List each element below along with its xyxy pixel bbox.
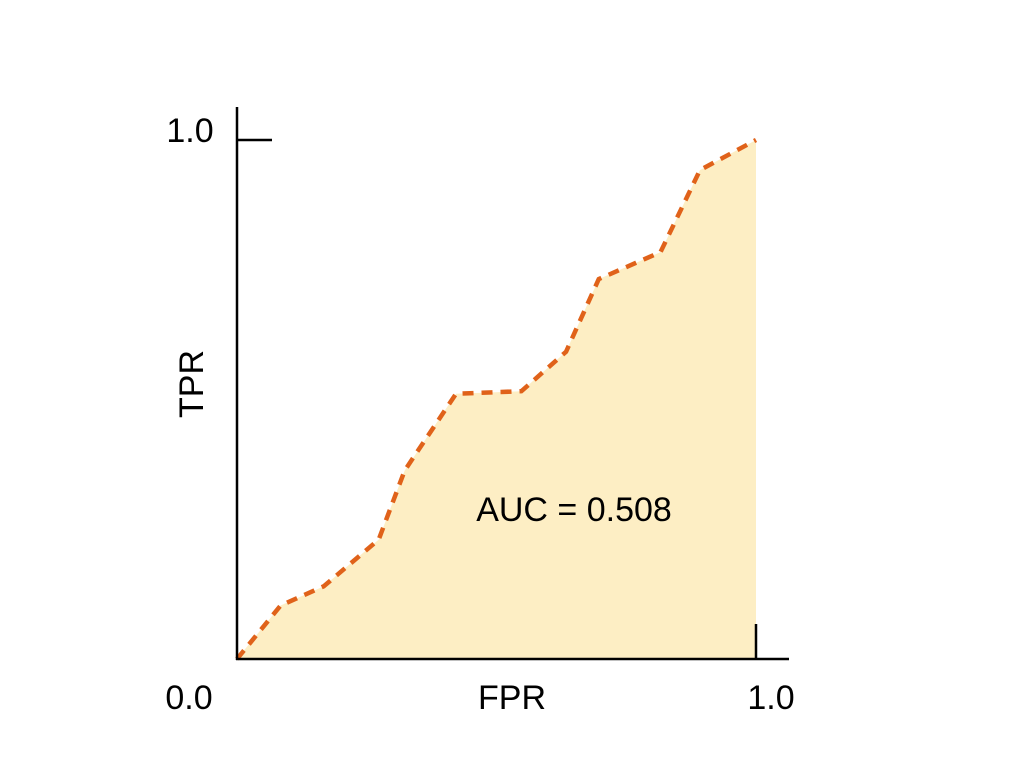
y-tick-label-1: 1.0 [166,112,213,150]
roc-curve [235,138,758,661]
auc-annotation: AUC = 0.508 [476,491,672,529]
auc-area [237,140,756,659]
x-axis-label: FPR [478,679,546,717]
x-tick-label-1: 1.0 [747,679,794,717]
x-tick-label-0: 0.0 [165,679,212,717]
y-axis-label: TPR [173,350,211,418]
